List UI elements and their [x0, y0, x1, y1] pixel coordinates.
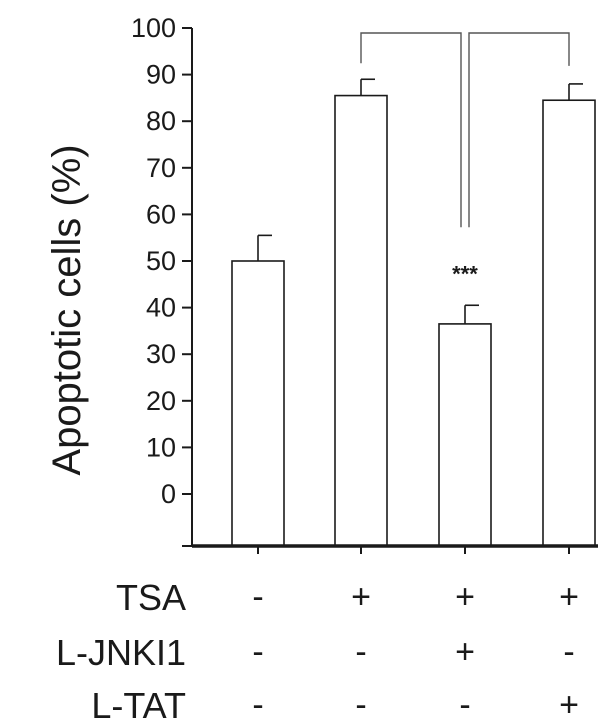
bar: [334, 94, 388, 547]
significance-annotation: ***: [452, 261, 478, 286]
bar: [542, 99, 596, 547]
y-tick-label: 30: [146, 339, 176, 369]
y-tick-label: 40: [146, 293, 176, 323]
condition-value: +: [351, 578, 371, 616]
y-tick-label: 100: [131, 13, 176, 43]
condition-value: -: [355, 686, 366, 721]
y-tick-label: 10: [146, 432, 176, 462]
y-tick-label: 0: [161, 479, 176, 509]
condition-value: -: [252, 578, 263, 616]
condition-label: TSA: [116, 577, 186, 618]
bar: [438, 323, 492, 547]
condition-table: TSA - + + + L-JNKI1 - - + - L-TAT - - - +: [56, 577, 579, 721]
condition-value: -: [355, 633, 366, 671]
condition-value: +: [559, 686, 579, 721]
axes: [191, 28, 598, 554]
condition-value: -: [252, 686, 263, 721]
y-tick-label: 50: [146, 246, 176, 276]
bracket-left: [360, 32, 462, 228]
condition-value: +: [559, 578, 579, 616]
condition-value: -: [459, 686, 470, 721]
y-tick-label: 80: [146, 106, 176, 136]
condition-value: -: [563, 633, 574, 671]
significance-bracket: [360, 32, 570, 228]
condition-value: -: [252, 633, 263, 671]
bars: [231, 94, 596, 547]
y-tick-label: 90: [146, 60, 176, 90]
condition-value: +: [455, 633, 475, 671]
bracket-right: [468, 32, 570, 228]
y-tick-label: 60: [146, 199, 176, 229]
y-tick-label: 20: [146, 386, 176, 416]
bar: [231, 260, 285, 547]
condition-label: L-TAT: [91, 685, 186, 721]
y-tick-label: 70: [146, 153, 176, 183]
y-axis-title: Apoptotic cells (%): [45, 144, 89, 475]
condition-label: L-JNKI1: [56, 632, 186, 673]
error-bars: [257, 78, 583, 324]
condition-value: +: [455, 578, 475, 616]
